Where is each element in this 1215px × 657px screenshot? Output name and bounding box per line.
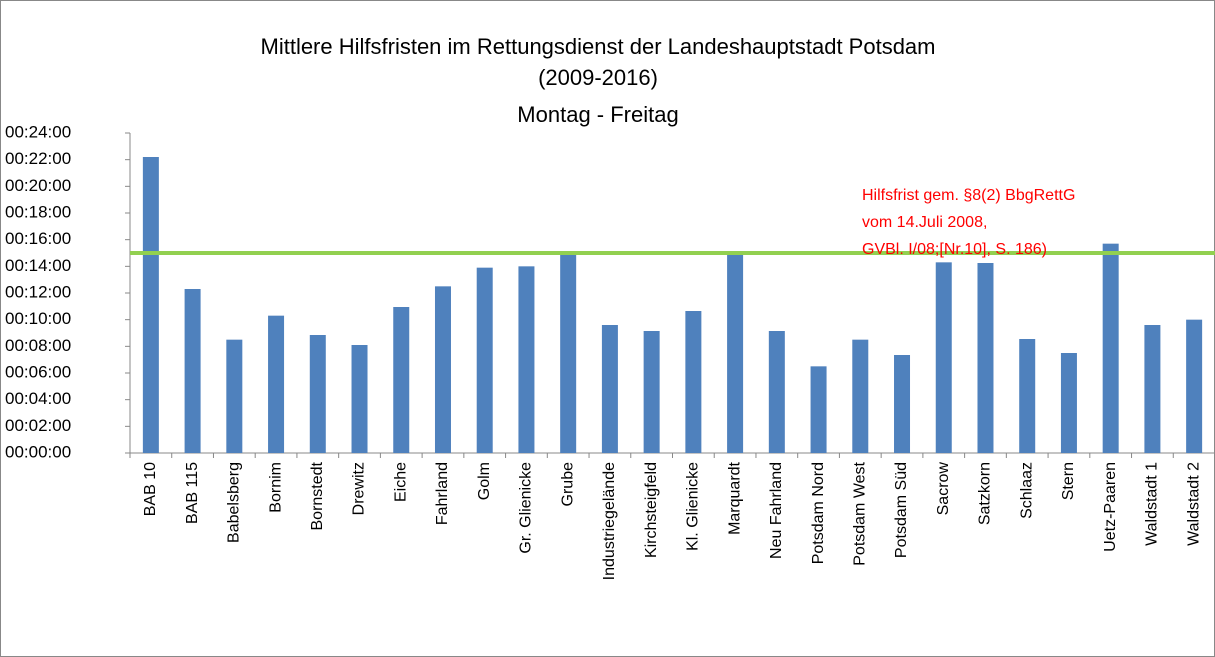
x-tick-label: Waldstadt 2 [1185, 462, 1202, 546]
x-tick-label: Bornim [267, 462, 284, 513]
x-tick-label: Drewitz [351, 462, 368, 515]
bar [601, 325, 618, 453]
bar [184, 289, 201, 453]
x-tick-label: BAB 10 [142, 462, 159, 516]
bar [1144, 325, 1161, 453]
y-tick-label: 00:12:00 [5, 282, 71, 301]
chart-subtitle: Montag - Freitag [517, 102, 678, 127]
bar [810, 366, 827, 453]
y-tick-label: 00:00:00 [5, 442, 71, 461]
x-tick-label: Potsdam West [852, 461, 869, 565]
annotation: GVBl. I/08;[Nr.10], S. 186) [862, 241, 1047, 258]
x-tick-label: Golm [476, 462, 493, 500]
bar [226, 339, 243, 453]
bar [476, 267, 493, 453]
y-tick-label: 00:02:00 [5, 416, 71, 435]
x-tick-label: Satzkorn [977, 462, 994, 525]
y-tick-label: 00:14:00 [5, 256, 71, 275]
bar [142, 157, 159, 453]
x-tick-label: Schlaaz [1018, 462, 1035, 519]
bar [309, 335, 326, 453]
x-tick-label: Fahrland [434, 462, 451, 525]
x-tick-label: Uetz-Paaren [1102, 462, 1119, 552]
x-tick-label: Industriegelände [601, 462, 618, 580]
y-tick-label: 00:10:00 [5, 309, 71, 328]
bar [1019, 339, 1036, 453]
bar [434, 286, 451, 453]
x-tick-label: Potsdam Süd [893, 462, 910, 558]
x-tick-label: Sacrow [935, 462, 952, 516]
bar [560, 251, 577, 453]
chart-title: Mittlere Hilfsfristen im Rettungsdienst … [261, 34, 936, 59]
x-tick-label: Stern [1060, 462, 1077, 500]
chart-subtitle: (2009-2016) [538, 65, 658, 90]
bar [351, 345, 368, 453]
bar [894, 355, 911, 453]
y-tick-label: 00:24:00 [5, 122, 71, 141]
x-tick-label: Kl. Glienicke [685, 462, 702, 551]
x-tick-label: Gr. Glienicke [518, 462, 535, 554]
y-tick-label: 00:20:00 [5, 176, 71, 195]
bar [1060, 353, 1077, 453]
bar [518, 266, 535, 453]
x-tick-label: Neu Fahrland [768, 462, 785, 559]
y-tick-label: 00:18:00 [5, 202, 71, 221]
bar [643, 331, 660, 453]
bar [852, 339, 869, 453]
bar [393, 307, 410, 453]
annotation: Hilfsfrist gem. §8(2) BbgRettG [862, 187, 1075, 204]
x-tick-label: Bornstedt [309, 461, 326, 530]
x-tick-label: Waldstadt 1 [1144, 462, 1161, 546]
y-tick-label: 00:16:00 [5, 229, 71, 248]
x-tick-label: Eiche [392, 462, 409, 502]
bar [977, 263, 994, 453]
y-tick-label: 00:06:00 [5, 362, 71, 381]
bar [727, 251, 744, 453]
annotation: vom 14.Juli 2008, [862, 214, 987, 231]
x-tick-label: BAB 115 [184, 462, 201, 524]
x-tick-label: Potsdam Nord [810, 462, 827, 564]
bar [935, 262, 952, 453]
y-tick-label: 00:08:00 [5, 336, 71, 355]
x-tick-label: Babelsberg [226, 462, 243, 543]
x-tick-label: Marquardt [726, 461, 743, 534]
y-tick-label: 00:04:00 [5, 389, 71, 408]
y-tick-label: 00:22:00 [5, 149, 71, 168]
bar [1186, 319, 1203, 453]
bar [268, 315, 285, 453]
x-tick-label: Grube [559, 462, 576, 507]
bar [685, 311, 702, 453]
bar [1102, 243, 1119, 453]
bar [768, 331, 785, 453]
x-tick-label: Kirchsteigfeld [643, 462, 660, 558]
